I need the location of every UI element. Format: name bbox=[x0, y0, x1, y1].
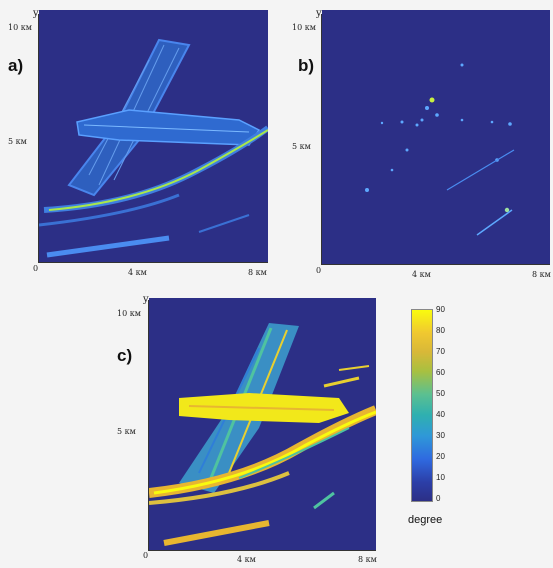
x-axis-b bbox=[321, 264, 550, 265]
bottom-streak-b bbox=[476, 209, 513, 236]
colorbar-tick-70: 70 bbox=[436, 347, 445, 356]
x-axis-a bbox=[38, 262, 268, 263]
x-tick-right-a: 8 км bbox=[248, 268, 267, 277]
colorbar-tick-50: 50 bbox=[436, 389, 445, 398]
plot-svg-c bbox=[149, 323, 376, 546]
y-tick-top-b: 10 км bbox=[292, 23, 316, 32]
panel-label-b: b) bbox=[298, 56, 315, 75]
panel-label-c: c) bbox=[117, 346, 133, 365]
x-axis-c bbox=[148, 550, 376, 551]
y-tick-mid-b: 5 км bbox=[292, 142, 311, 151]
colorbar-tick-10: 10 bbox=[436, 473, 445, 482]
sparse-points-b bbox=[365, 63, 512, 213]
colorbar-tick-0: 0 bbox=[436, 494, 441, 503]
y-tick-top-a: 10 км bbox=[8, 23, 32, 32]
colorbar-tick-60: 60 bbox=[436, 368, 445, 377]
y-tick-top-c: 10 км bbox=[117, 309, 141, 318]
feature-horizontal-a bbox=[76, 109, 261, 146]
y-tick-mid-c: 5 км bbox=[117, 427, 136, 436]
colorbar-tick-20: 20 bbox=[436, 452, 445, 461]
plot-svg-b bbox=[365, 63, 515, 236]
feature-bottom-streak-c bbox=[163, 520, 270, 546]
plot-area-b bbox=[322, 10, 550, 264]
y-axis-label-a: y bbox=[33, 8, 39, 19]
colorbar-tick-30: 30 bbox=[436, 431, 445, 440]
feature-streak-a bbox=[39, 125, 268, 233]
y-axis-a bbox=[38, 14, 39, 262]
x-tick-zero-b: 0 bbox=[316, 266, 322, 275]
plot-svg-a bbox=[39, 38, 268, 258]
x-tick-zero-a: 0 bbox=[33, 264, 39, 273]
colorbar-tick-40: 40 bbox=[436, 410, 445, 419]
feature-horizontal-c bbox=[179, 365, 370, 423]
y-axis-c bbox=[148, 300, 149, 550]
x-tick-mid-b: 4 км bbox=[412, 270, 431, 279]
feature-bottom-streak-a bbox=[46, 235, 170, 258]
y-axis-label-c: y bbox=[143, 294, 149, 305]
x-tick-mid-c: 4 км bbox=[237, 555, 256, 564]
y-axis-b bbox=[321, 14, 322, 264]
feature-streak-c bbox=[149, 405, 376, 510]
colorbar-tick-90: 90 bbox=[436, 305, 445, 314]
x-tick-mid-a: 4 км bbox=[128, 268, 147, 277]
colorbar-tick-80: 80 bbox=[436, 326, 445, 335]
y-tick-mid-a: 5 км bbox=[8, 137, 27, 146]
plot-area-c bbox=[149, 298, 376, 550]
x-tick-right-b: 8 км bbox=[532, 270, 551, 279]
colorbar-title: degree bbox=[408, 514, 443, 526]
faint-streak-b bbox=[446, 149, 515, 191]
y-axis-label-b: y bbox=[316, 8, 322, 19]
x-tick-right-c: 8 км bbox=[358, 555, 377, 564]
plot-area-a bbox=[39, 10, 268, 262]
panel-label-a: a) bbox=[8, 56, 24, 75]
x-tick-zero-c: 0 bbox=[143, 551, 149, 560]
colorbar-gradient bbox=[411, 309, 433, 502]
